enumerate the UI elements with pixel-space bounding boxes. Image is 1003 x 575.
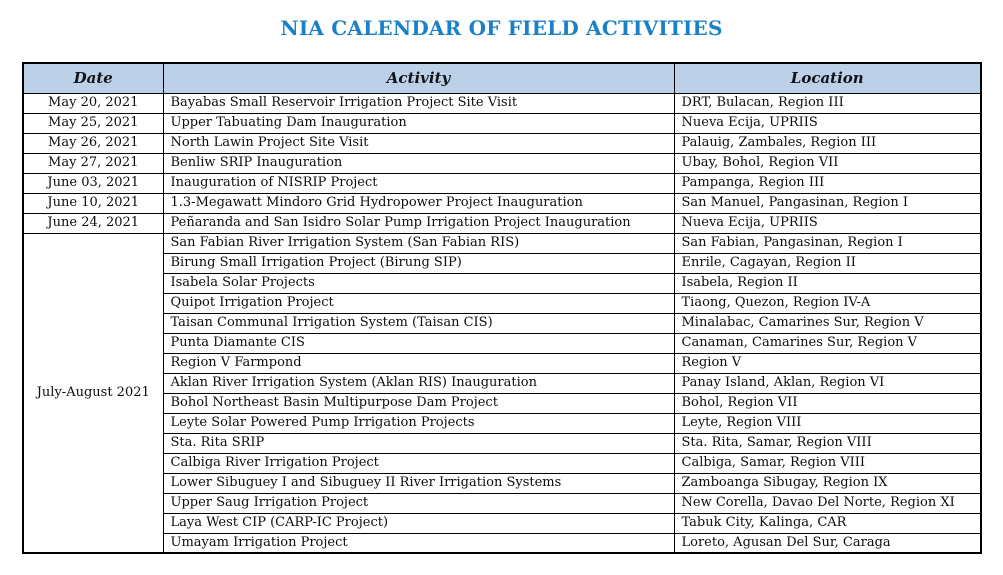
activity-cell: Peñaranda and San Isidro Solar Pump Irri… — [162, 212, 675, 234]
table-row: Lower Sibuguey I and Sibuguey II River I… — [23, 472, 982, 494]
activity-cell: Leyte Solar Powered Pump Irrigation Proj… — [162, 412, 675, 434]
table-row: May 20, 2021 Bayabas Small Reservoir Irri… — [22, 92, 982, 114]
location-cell: Ubay, Bohol, Region VII — [673, 152, 982, 174]
activity-cell: Bayabas Small Reservoir Irrigation Proje… — [162, 92, 675, 114]
activity-cell: Inauguration of NISRIP Project — [162, 172, 675, 194]
activity-cell: Region V Farmpond — [162, 352, 675, 374]
date-cell: July-August 2021 — [22, 232, 164, 554]
table-row: June 24, 2021 Peñaranda and San Isidro So… — [22, 212, 982, 234]
table-row: Sta. Rita SRIP Sta. Rita, Samar, Region V… — [23, 432, 982, 454]
location-cell: Tiaong, Quezon, Region IV-A — [673, 292, 982, 314]
activity-cell: Laya West CIP (CARP-IC Project) — [162, 512, 675, 534]
location-cell: DRT, Bulacan, Region III — [673, 92, 982, 114]
table-header: Date Activity Location — [22, 62, 982, 94]
column-header-activity: Activity — [162, 62, 675, 94]
date-cell: May 25, 2021 — [22, 112, 164, 134]
table-row: June 10, 2021 1.3-Megawatt Mindoro Grid H… — [22, 192, 982, 214]
activity-cell: Upper Tabuating Dam Inauguration — [162, 112, 675, 134]
table-row: Taisan Communal Irrigation System (Taisa… — [23, 312, 982, 334]
location-cell: Nueva Ecija, UPRIIS — [673, 112, 982, 134]
table-row: Isabela Solar Projects Isabela, Region II — [23, 272, 982, 294]
column-header-date: Date — [22, 62, 164, 94]
table-row: Bohol Northeast Basin Multipurpose Dam P… — [23, 392, 982, 414]
table-row: Aklan River Irrigation System (Aklan RIS… — [23, 372, 982, 394]
table-row: May 27, 2021 Benliw SRIP Inauguration Ubay… — [22, 152, 982, 174]
date-cell: June 24, 2021 — [22, 212, 164, 234]
location-cell: Nueva Ecija, UPRIIS — [673, 212, 982, 234]
table-row: May 25, 2021 Upper Tabuating Dam Inaugura… — [22, 112, 982, 134]
column-header-location: Location — [673, 62, 982, 94]
location-cell: Loreto, Agusan Del Sur, Caraga — [673, 532, 982, 554]
table-body: May 20, 2021 Bayabas Small Reservoir Irri… — [22, 92, 982, 554]
date-cell: May 27, 2021 — [22, 152, 164, 174]
location-cell: Region V — [673, 352, 982, 374]
location-cell: San Fabian, Pangasinan, Region I — [673, 232, 982, 254]
activity-cell: Taisan Communal Irrigation System (Taisa… — [162, 312, 675, 334]
table-row: Punta Diamante CIS Canaman, Camarines Sur… — [23, 332, 982, 354]
activity-cell: San Fabian River Irrigation System (San … — [162, 232, 675, 254]
activity-cell: Umayam Irrigation Project — [162, 532, 675, 554]
location-cell: New Corella, Davao Del Norte, Region XI — [673, 492, 982, 514]
date-cell: June 03, 2021 — [22, 172, 164, 194]
table-row: Laya West CIP (CARP-IC Project) Tabuk Cit… — [23, 512, 982, 534]
table-row: Region V Farmpond Region V — [23, 352, 982, 374]
location-cell: Tabuk City, Kalinga, CAR — [673, 512, 982, 534]
location-cell: Zamboanga Sibugay, Region IX — [673, 472, 982, 494]
activity-cell: Sta. Rita SRIP — [162, 432, 675, 454]
activity-cell: Punta Diamante CIS — [162, 332, 675, 354]
activity-cell: Isabela Solar Projects — [162, 272, 675, 294]
date-cell: May 20, 2021 — [22, 92, 164, 114]
location-cell: Canaman, Camarines Sur, Region V — [673, 332, 982, 354]
date-cell: May 26, 2021 — [22, 132, 164, 154]
field-activities-table: Date Activity Location May 20, 2021 Bayab… — [22, 62, 982, 554]
page-title: NIA CALENDAR OF FIELD ACTIVITIES — [280, 16, 723, 40]
table-row: Quipot Irrigation Project Tiaong, Quezon,… — [23, 292, 982, 314]
location-cell: Sta. Rita, Samar, Region VIII — [673, 432, 982, 454]
table-row: July-August 2021 San Fabian River Irrigat… — [22, 232, 982, 554]
table-row: June 03, 2021 Inauguration of NISRIP Proj… — [22, 172, 982, 194]
location-cell: Isabela, Region II — [673, 272, 982, 294]
location-cell: Calbiga, Samar, Region VIII — [673, 452, 982, 474]
table-row: Birung Small Irrigation Project (Birung … — [23, 252, 982, 274]
activity-cell: Aklan River Irrigation System (Aklan RIS… — [162, 372, 675, 394]
date-cell: June 10, 2021 — [22, 192, 164, 214]
location-cell: Pampanga, Region III — [673, 172, 982, 194]
activity-cell: 1.3-Megawatt Mindoro Grid Hydropower Pro… — [162, 192, 675, 214]
table-row: May 26, 2021 North Lawin Project Site Vis… — [22, 132, 982, 154]
activity-cell: Benliw SRIP Inauguration — [162, 152, 675, 174]
activity-cell: Birung Small Irrigation Project (Birung … — [162, 252, 675, 274]
activity-cell: Upper Saug Irrigation Project — [162, 492, 675, 514]
header-row: Date Activity Location — [22, 62, 982, 94]
table-row: Upper Saug Irrigation Project New Corella… — [23, 492, 982, 514]
location-cell: San Manuel, Pangasinan, Region I — [673, 192, 982, 214]
table-row: Calbiga River Irrigation Project Calbiga,… — [23, 452, 982, 474]
location-cell: Bohol, Region VII — [673, 392, 982, 414]
activity-cell: Quipot Irrigation Project — [162, 292, 675, 314]
table-row: Umayam Irrigation Project Loreto, Agusan … — [23, 532, 982, 554]
location-cell: Panay Island, Aklan, Region VI — [673, 372, 982, 394]
activity-cell: Bohol Northeast Basin Multipurpose Dam P… — [162, 392, 675, 414]
location-cell: Leyte, Region VIII — [673, 412, 982, 434]
activity-cell: North Lawin Project Site Visit — [162, 132, 675, 154]
location-cell: Palauig, Zambales, Region III — [673, 132, 982, 154]
activity-cell: Calbiga River Irrigation Project — [162, 452, 675, 474]
location-cell: Enrile, Cagayan, Region II — [673, 252, 982, 274]
table-row: Leyte Solar Powered Pump Irrigation Proj… — [23, 412, 982, 434]
location-cell: Minalabac, Camarines Sur, Region V — [673, 312, 982, 334]
activity-cell: Lower Sibuguey I and Sibuguey II River I… — [162, 472, 675, 494]
